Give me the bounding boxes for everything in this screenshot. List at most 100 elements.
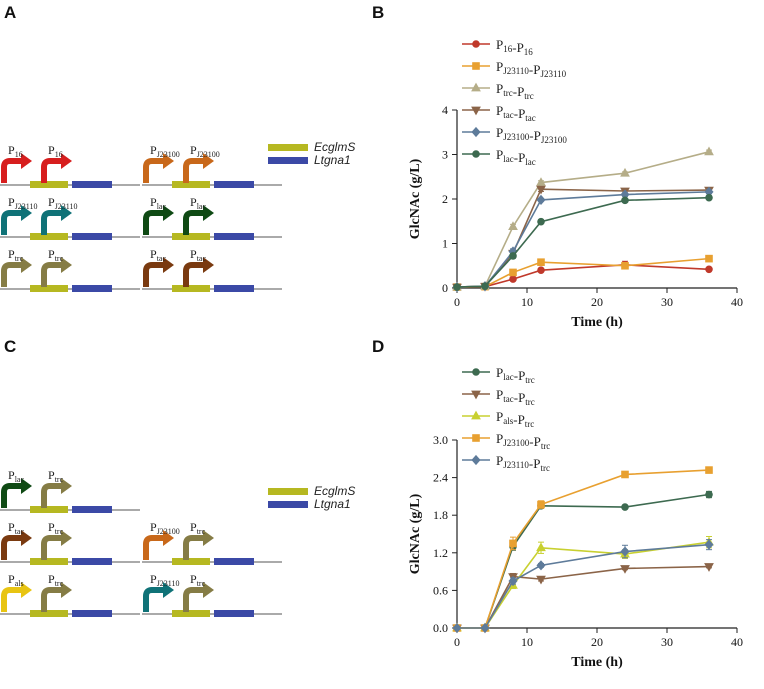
promoter-arrow-2 [41,158,62,183]
panel-letter-d: D [372,337,384,356]
series-line [456,191,710,288]
y-tick-label: 1 [442,237,448,251]
ltgna1-gene [72,506,112,513]
data-point [471,410,481,420]
y-axis-title: GlcNAc (g/L) [408,158,423,239]
promoter-arrow-2 [183,158,204,183]
ecglms-gene [172,233,210,240]
promoter-label-2: Ptrc [190,520,206,536]
chart-panel-b: 0 10 20 30 40 0 1 2 3 4 Time (h) GlcNAc (g/L) P16-P1… [408,37,743,330]
promoter-arrow-2 [183,262,204,287]
data-point [705,193,713,202]
legend-label: P16-P16 [496,37,533,57]
data-point [472,40,480,48]
series-2 [452,146,714,291]
promoter-arrow-2-head [61,530,72,546]
ecglms-gene [30,181,68,188]
legend-entry-0: Plac-Ptrc [462,365,535,385]
promoter-arrow-1-head [163,153,174,169]
promoter-arrow-1-head [163,205,174,221]
data-point [536,542,546,552]
ltgna1-gene [214,233,254,240]
data-point [509,539,517,548]
data-point [705,265,713,274]
data-point [472,368,480,376]
promoter-arrow-1 [1,587,22,612]
ecglms-swatch [268,144,308,151]
promoter-arrow-1-head [163,257,174,273]
ltgna1-gene [72,233,112,240]
promoter-arrow-2 [183,587,204,612]
ltgna1-gene [72,181,112,188]
legend-entry-4: PJ23110-Ptrc [462,453,550,473]
y-tick-label: 1.8 [433,508,448,522]
promoter-arrow-1 [143,262,164,287]
y-axis-title: GlcNAc (g/L) [408,493,423,574]
promoter-arrow-1 [1,535,22,560]
construct-0: Plac Ptrc [0,468,140,513]
ecglms-gene [30,610,68,617]
x-tick-label: 0 [454,635,460,649]
panel-letter-c: C [4,337,16,356]
promoter-arrow-2-head [61,478,72,494]
data-point [620,546,630,557]
promoter-arrow-2-head [61,153,72,169]
promoter-label-1: Ptac [150,247,166,263]
promoter-arrow-2 [183,535,204,560]
x-tick-label: 10 [521,635,533,649]
data-point [536,177,546,186]
series-4 [452,539,714,634]
data-point [472,434,480,442]
data-point [471,106,481,116]
ltgna1-gene [214,558,254,565]
data-point [704,146,714,156]
data-point [705,490,713,499]
promoter-label-2: Ptrc [48,572,64,588]
x-axis-title: Time (h) [571,315,623,330]
data-point [508,575,518,587]
legend-label: Plac-Ptrc [496,365,535,385]
x-tick-label: 30 [661,635,673,649]
construct-0: P16 P16 [0,143,140,188]
data-point [704,539,714,550]
data-point [537,500,545,509]
promoter-arrow-1 [143,210,164,235]
construct-2: PJ23100 Ptrc [142,520,282,565]
x-tick-label: 30 [661,295,673,309]
promoter-arrow-2-head [61,257,72,273]
data-point [621,503,629,511]
x-tick-label: 0 [454,295,460,309]
x-tick-label: 40 [731,295,743,309]
series-line [457,469,710,629]
promoter-arrow-2-head [203,205,214,221]
promoter-arrow-2-head [203,582,214,598]
y-tick-label: 1.2 [433,546,448,560]
ecglms-gene [30,506,68,513]
promoter-arrow-1-head [163,582,174,598]
ltgna1-gene [72,610,112,617]
ltgna1-swatch-c [268,501,308,508]
panel-letter-b: B [372,3,384,22]
gene-legend-c: EcglmS Ltgna1 [268,484,355,511]
series-0 [453,490,713,632]
data-point [509,268,517,277]
data-point [508,221,518,230]
promoter-label-1: Pals [8,572,24,588]
ltgna1-gene [72,285,112,292]
promoter-label-1: PJ23110 [8,195,38,211]
ecglms-gene [172,558,210,565]
legend-entry-5: Plac-Plac [462,147,536,167]
promoter-arrow-2 [41,483,62,508]
promoter-arrow-2 [41,210,62,235]
legend-entry-1: PJ23110-PJ23110 [462,59,567,79]
legend-label: Ptac-Ptac [496,103,536,123]
promoter-label-1: Plac [150,195,166,211]
data-point [481,282,489,291]
y-tick-label: 2.4 [433,471,448,485]
construct-1: Ptac Ptrc [0,520,140,565]
promoter-arrow-2 [41,535,62,560]
ltgna1-gene [214,610,254,617]
